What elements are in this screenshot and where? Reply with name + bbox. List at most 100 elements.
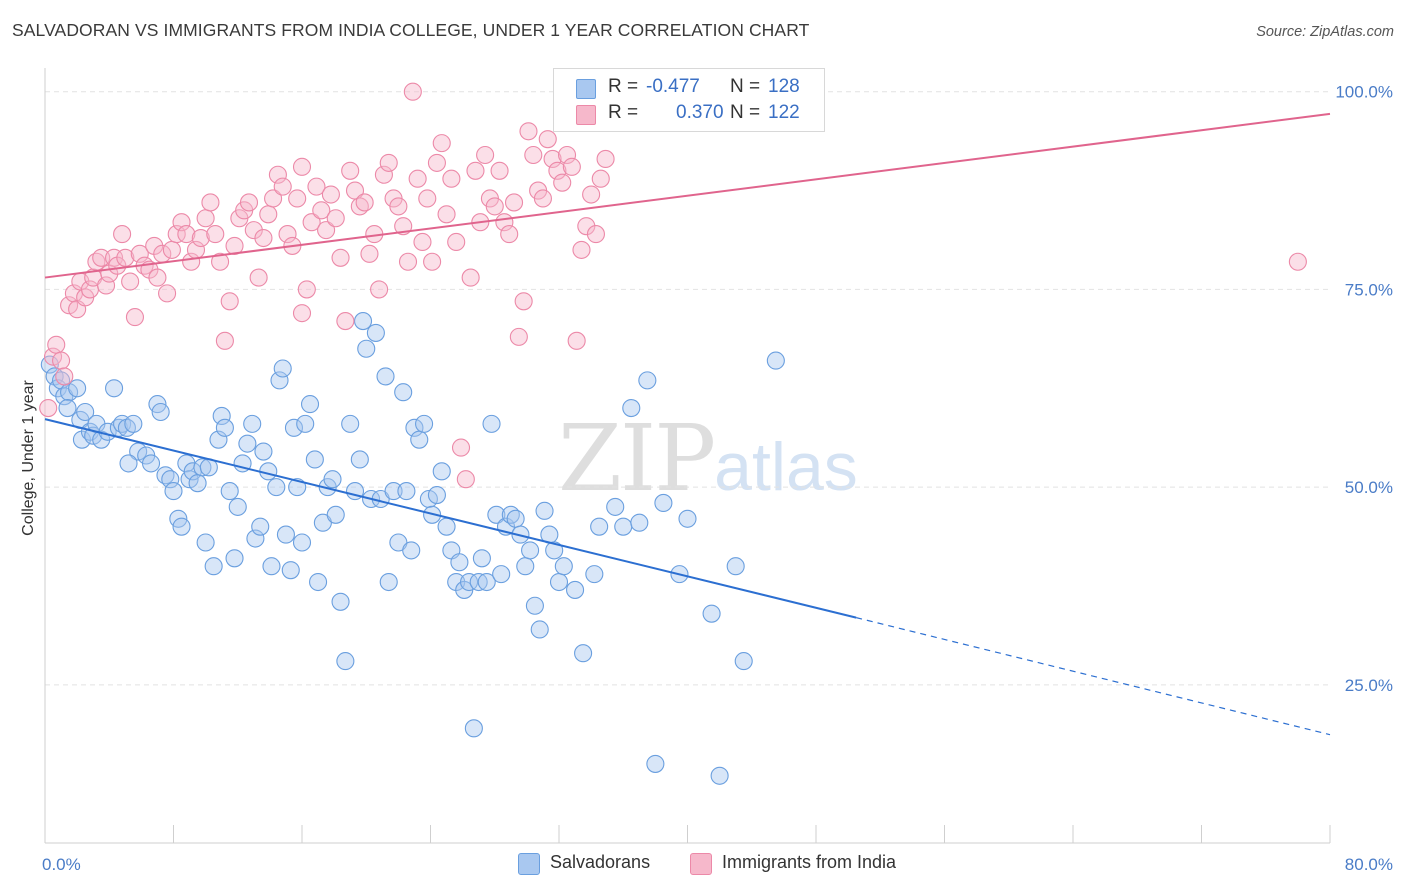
watermark-atlas: atlas [714, 429, 858, 505]
point-india [586, 225, 605, 244]
point-india [557, 145, 577, 165]
point-salvadorans [654, 493, 673, 512]
point-salvadorans [492, 565, 511, 584]
point-salvadorans [702, 604, 721, 623]
point-salvadorans [350, 450, 369, 469]
trend-line-salvadorans-extension [856, 617, 1331, 736]
point-india [47, 335, 66, 354]
point-india [418, 189, 437, 208]
point-salvadorans [251, 517, 270, 536]
point-salvadorans [516, 557, 535, 576]
point-india [239, 193, 259, 212]
point-india [533, 189, 552, 208]
point-salvadorans [220, 482, 239, 501]
point-india [259, 205, 278, 224]
point-salvadorans [622, 399, 641, 418]
point-india [292, 157, 312, 176]
point-india [162, 240, 181, 259]
point-salvadorans [238, 434, 257, 453]
legend-n-label: N = [730, 102, 761, 123]
legend-n-value: 128 [768, 76, 800, 97]
point-salvadorans [366, 323, 385, 342]
point-india [302, 213, 321, 232]
point-salvadorans [262, 557, 281, 576]
point-india [326, 209, 345, 228]
point-india [370, 280, 389, 299]
point-salvadorans [212, 406, 231, 426]
point-india [413, 232, 432, 252]
point-salvadorans [58, 399, 77, 418]
point-india [456, 470, 475, 489]
point-salvadorans [410, 430, 429, 449]
point-india [121, 272, 140, 291]
y-tick-label: 25.0% [1345, 676, 1393, 695]
point-salvadorans [341, 414, 360, 433]
point-india [451, 438, 471, 457]
point-salvadorans [549, 572, 569, 592]
point-india [1288, 252, 1307, 271]
point-india [389, 197, 408, 216]
point-india [437, 205, 456, 224]
series-points [39, 82, 1307, 785]
point-india [201, 193, 220, 212]
point-india [461, 268, 480, 287]
legend-n-value: 122 [768, 102, 800, 123]
point-salvadorans [243, 414, 262, 433]
point-india [92, 248, 111, 267]
y-tick-label: 50.0% [1345, 478, 1393, 497]
watermark: ZIPatlas [558, 405, 858, 512]
point-india [249, 268, 268, 287]
point-india [476, 145, 495, 165]
point-salvadorans [357, 339, 376, 358]
point-india [403, 82, 422, 101]
point-salvadorans [554, 557, 573, 576]
point-salvadorans [353, 312, 373, 331]
point-salvadorans [432, 462, 451, 481]
y-tick-label: 100.0% [1335, 83, 1393, 102]
point-salvadorans [124, 414, 143, 433]
legend-swatch-india [576, 105, 596, 125]
legend-r-value: 0.370 [676, 102, 724, 123]
point-salvadorans [521, 541, 540, 560]
point-india [177, 225, 196, 244]
point-india [264, 189, 283, 208]
point-salvadorans [574, 644, 593, 663]
point-salvadorans [225, 549, 244, 568]
point-india [297, 280, 316, 299]
point-india [130, 244, 149, 263]
point-salvadorans [590, 517, 609, 536]
point-salvadorans [437, 517, 456, 536]
point-india [113, 225, 132, 244]
point-india [52, 351, 71, 370]
point-india [55, 367, 74, 386]
point-salvadorans [193, 458, 212, 477]
point-india [341, 161, 360, 180]
point-india [225, 236, 244, 255]
point-india [307, 177, 326, 196]
point-salvadorans [585, 565, 604, 584]
point-salvadorans [323, 470, 342, 489]
point-india [206, 225, 225, 244]
point-salvadorans [638, 371, 657, 390]
point-salvadorans [172, 517, 191, 536]
x-tick-label: 0.0% [42, 855, 81, 874]
point-india [355, 193, 374, 212]
point-salvadorans [678, 509, 697, 528]
point-salvadorans [209, 430, 228, 449]
point-salvadorans [336, 652, 355, 671]
point-salvadorans [427, 485, 446, 505]
point-salvadorans [566, 580, 585, 599]
point-salvadorans [196, 533, 215, 552]
point-india [485, 197, 504, 216]
point-salvadorans [606, 497, 625, 516]
point-india [514, 292, 533, 311]
point-salvadorans [228, 497, 247, 516]
watermark-zip: ZIP [558, 405, 716, 512]
point-salvadorans [151, 402, 170, 422]
point-salvadorans [215, 418, 234, 437]
legend-label-salvadorans: Salvadorans [550, 852, 651, 872]
point-india [158, 284, 177, 303]
point-india [379, 153, 398, 172]
point-india [317, 221, 336, 240]
